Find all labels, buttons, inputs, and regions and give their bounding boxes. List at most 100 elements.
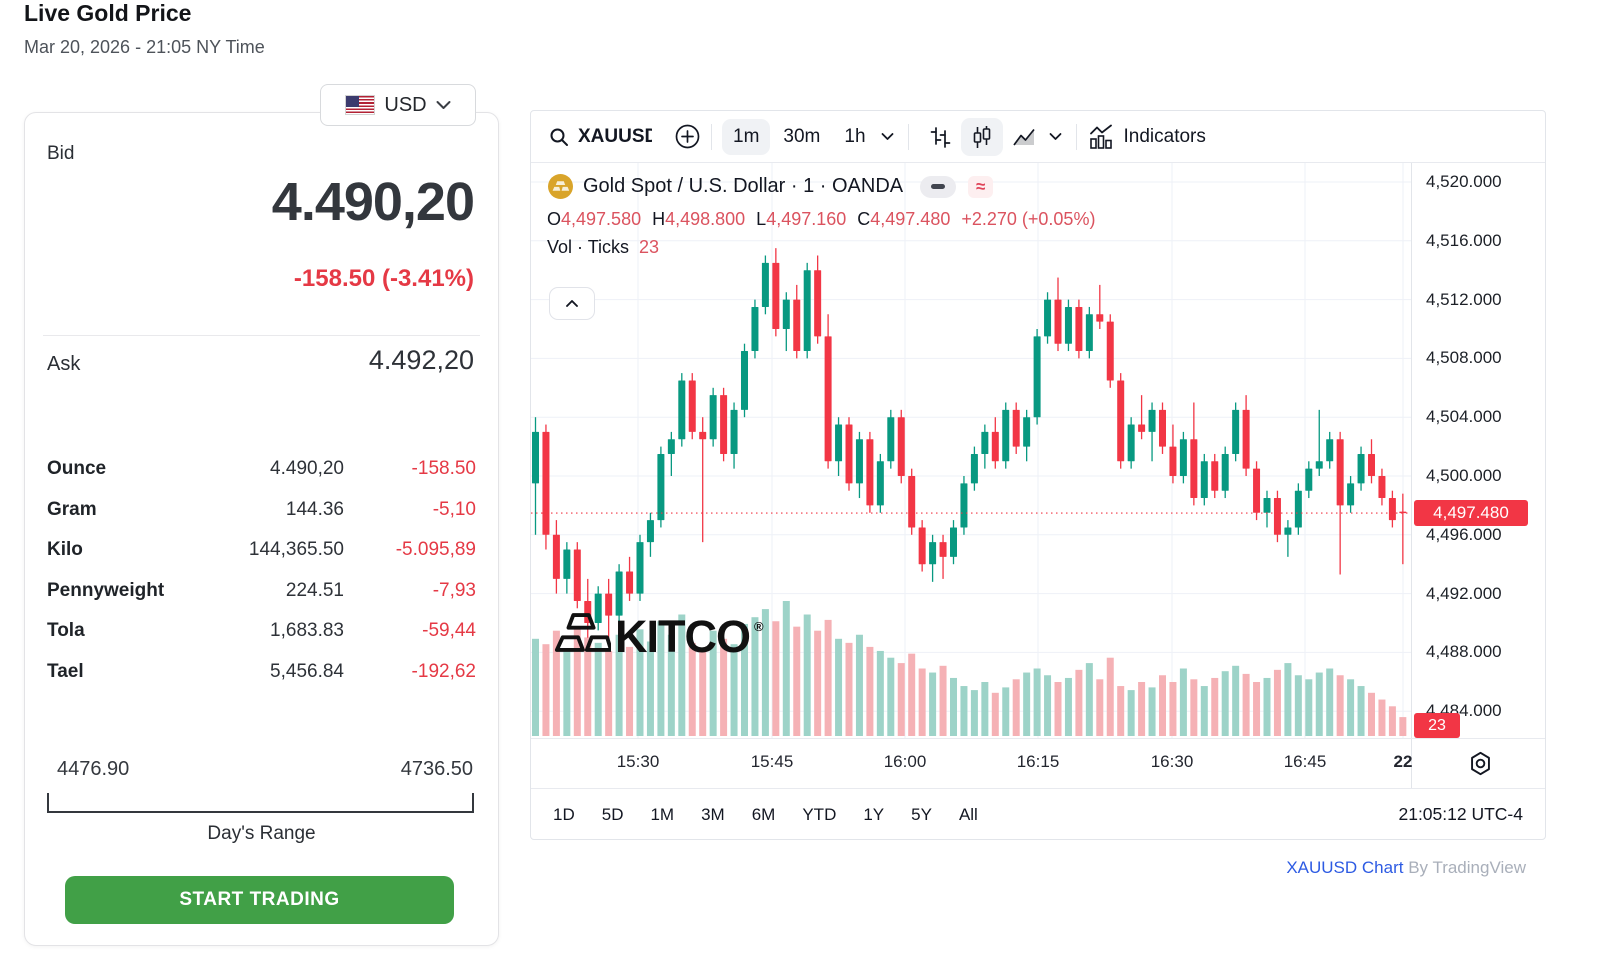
ohlc-readout: O4,497.580 H4,498.800 L4,497.160 C4,497.480… [547, 209, 1095, 230]
price-axis-label: 4,504.000 [1426, 407, 1502, 427]
table-row: Tola 1,683.83 -59,44 [47, 611, 476, 652]
bid-change: -158.50 (-3.41%) [293, 265, 474, 292]
range-3m[interactable]: 3M [701, 804, 725, 824]
registered-mark: ® [754, 619, 764, 634]
price-axis-label: 4,520.000 [1426, 172, 1502, 191]
bars-chart-icon [930, 126, 950, 148]
bid-price: 4.490,20 [271, 172, 475, 232]
ohlc-h: H4,498.800 [652, 209, 746, 229]
days-range-label: Day's Range [207, 823, 316, 844]
volume-label: Vol · Ticks [547, 237, 630, 257]
interval-1m[interactable]: 1m [722, 118, 771, 155]
ohlc-o: O4,497.580 [547, 209, 642, 229]
symbol-title[interactable]: Gold Spot / U.S. Dollar · 1 · OANDA [583, 175, 904, 197]
range-5d[interactable]: 5D [601, 804, 624, 824]
date-range-bar: 1D 5D 1M 3M 6M YTD 1Y 5Y All 21:05:12 UTC-4 [531, 788, 1545, 840]
minimize-legend-button[interactable] [920, 175, 957, 198]
range-all[interactable]: All [958, 804, 978, 824]
range-bracket [47, 793, 474, 813]
candlestick-plot[interactable] [531, 163, 1411, 738]
chart-toolbar: XAUUSD 1m 30m 1h [531, 111, 1545, 163]
indicators-icon [1089, 124, 1112, 149]
time-axis[interactable]: 15:30 15:45 16:00 16:15 16:30 16:45 22 [531, 738, 1545, 788]
unit-label: Gram [47, 498, 97, 520]
xauusd-chart-link[interactable]: XAUUSD Chart [1286, 858, 1404, 877]
volume-value: 23 [639, 237, 660, 257]
range-low: 4476.90 [57, 758, 130, 780]
candlestick-chart-icon [973, 125, 990, 148]
toolbar-divider [907, 123, 909, 150]
price-axis-label: 4,488.000 [1426, 642, 1502, 662]
price-axis[interactable]: 4,520.000 4,516.000 4,512.000 4,508.000 4,50… [1412, 163, 1546, 738]
unit-change: -192,62 [411, 660, 476, 682]
bars-style-button[interactable] [919, 118, 961, 156]
quote-card: Bid 4.490,20 -158.50 (-3.41%) Ask 4.492,… [24, 112, 499, 946]
time-axis-label: 15:45 [750, 752, 794, 771]
unit-value: 224.51 [285, 579, 344, 601]
collapse-legend-button[interactable] [549, 287, 595, 320]
symbol-search[interactable]: XAUUSD [543, 126, 652, 148]
unit-change: -158.50 [411, 458, 476, 480]
range-1d[interactable]: 1D [553, 804, 575, 824]
tradingview-attribution: XAUUSD Chart By TradingView [1286, 858, 1526, 878]
chevron-down-icon [1049, 133, 1061, 140]
unit-change: -5,10 [432, 498, 476, 520]
compare-add-button[interactable] [674, 123, 701, 150]
time-axis-label: 16:30 [1150, 752, 1194, 771]
current-price-tag: 4,497.480 [1414, 500, 1528, 527]
price-axis-label: 4,508.000 [1426, 348, 1502, 368]
chart-settings-gear-icon[interactable] [1467, 750, 1494, 777]
range-5y[interactable]: 5Y [911, 804, 932, 824]
toolbar-divider [1075, 123, 1077, 150]
unit-label: Kilo [47, 539, 83, 561]
kitco-gold-bars-icon [554, 613, 611, 652]
plus-circle-icon [675, 124, 700, 149]
range-high: 4736.50 [400, 758, 473, 780]
ohlc-change: +2.270 (+0.05%) [961, 209, 1096, 229]
range-6m[interactable]: 6M [751, 804, 776, 824]
unit-label: Tael [47, 660, 84, 682]
attribution-suffix: By TradingView [1408, 858, 1526, 877]
time-axis-label: 16:00 [883, 752, 927, 771]
area-style-button[interactable] [1003, 118, 1045, 156]
chart-legend: Gold Spot / U.S. Dollar · 1 · OANDA ≈ O4… [547, 173, 1095, 258]
page-title: Live Gold Price [24, 0, 192, 26]
toolbar-divider [711, 123, 712, 150]
currency-selector[interactable]: USD [320, 84, 476, 126]
candlestick-canvas [531, 163, 1411, 738]
interval-1h[interactable]: 1h [844, 125, 866, 147]
header-datetime: Mar 20, 2026 - 21:05 NY Time [24, 37, 265, 57]
axis-separator [1411, 163, 1412, 788]
volume-tag: 23 [1414, 713, 1460, 738]
interval-30m[interactable]: 30m [783, 125, 821, 147]
range-1y[interactable]: 1Y [863, 804, 885, 824]
range-ytd[interactable]: YTD [802, 804, 837, 824]
tradingview-chart-widget: XAUUSD 1m 30m 1h [530, 110, 1546, 840]
interval-menu-button[interactable] [881, 132, 894, 141]
start-trading-button[interactable]: START TRADING [65, 876, 454, 924]
unit-value: 5,456.84 [270, 660, 344, 682]
currency-label: USD [384, 93, 427, 116]
price-axis-label: 4,512.000 [1426, 289, 1502, 309]
kitco-watermark: KITCO ® [553, 609, 764, 659]
ohlc-c: C4,497.480 [857, 209, 951, 229]
style-menu-button[interactable] [1049, 132, 1062, 141]
indicators-button[interactable]: Indicators [1087, 124, 1206, 150]
symbol-input[interactable]: XAUUSD [578, 125, 652, 147]
candles-style-button[interactable] [960, 117, 1003, 156]
interval-group: 1m 30m 1h [722, 118, 877, 155]
unit-change: -5.095,89 [395, 539, 476, 561]
chart-clock[interactable]: 21:05:12 UTC-4 [1398, 804, 1523, 824]
price-axis-label: 4,496.000 [1426, 524, 1502, 544]
indicators-label: Indicators [1123, 125, 1206, 147]
table-row: Ounce 4.490,20 -158.50 [47, 449, 476, 490]
range-1m[interactable]: 1M [650, 804, 675, 824]
table-row: Tael 5,456.84 -192,62 [47, 652, 476, 693]
days-range-values: 4476.90 4736.50 [57, 758, 473, 781]
price-axis-label: 4,516.000 [1426, 230, 1502, 250]
unit-price-table: Ounce 4.490,20 -158.50 Gram 144.36 -5,10 Kilo 1… [47, 449, 476, 692]
time-axis-day-label: 22 [1393, 752, 1413, 771]
time-axis-label: 16:15 [1016, 752, 1060, 771]
table-row: Kilo 144,365.50 -5.095,89 [47, 530, 476, 571]
